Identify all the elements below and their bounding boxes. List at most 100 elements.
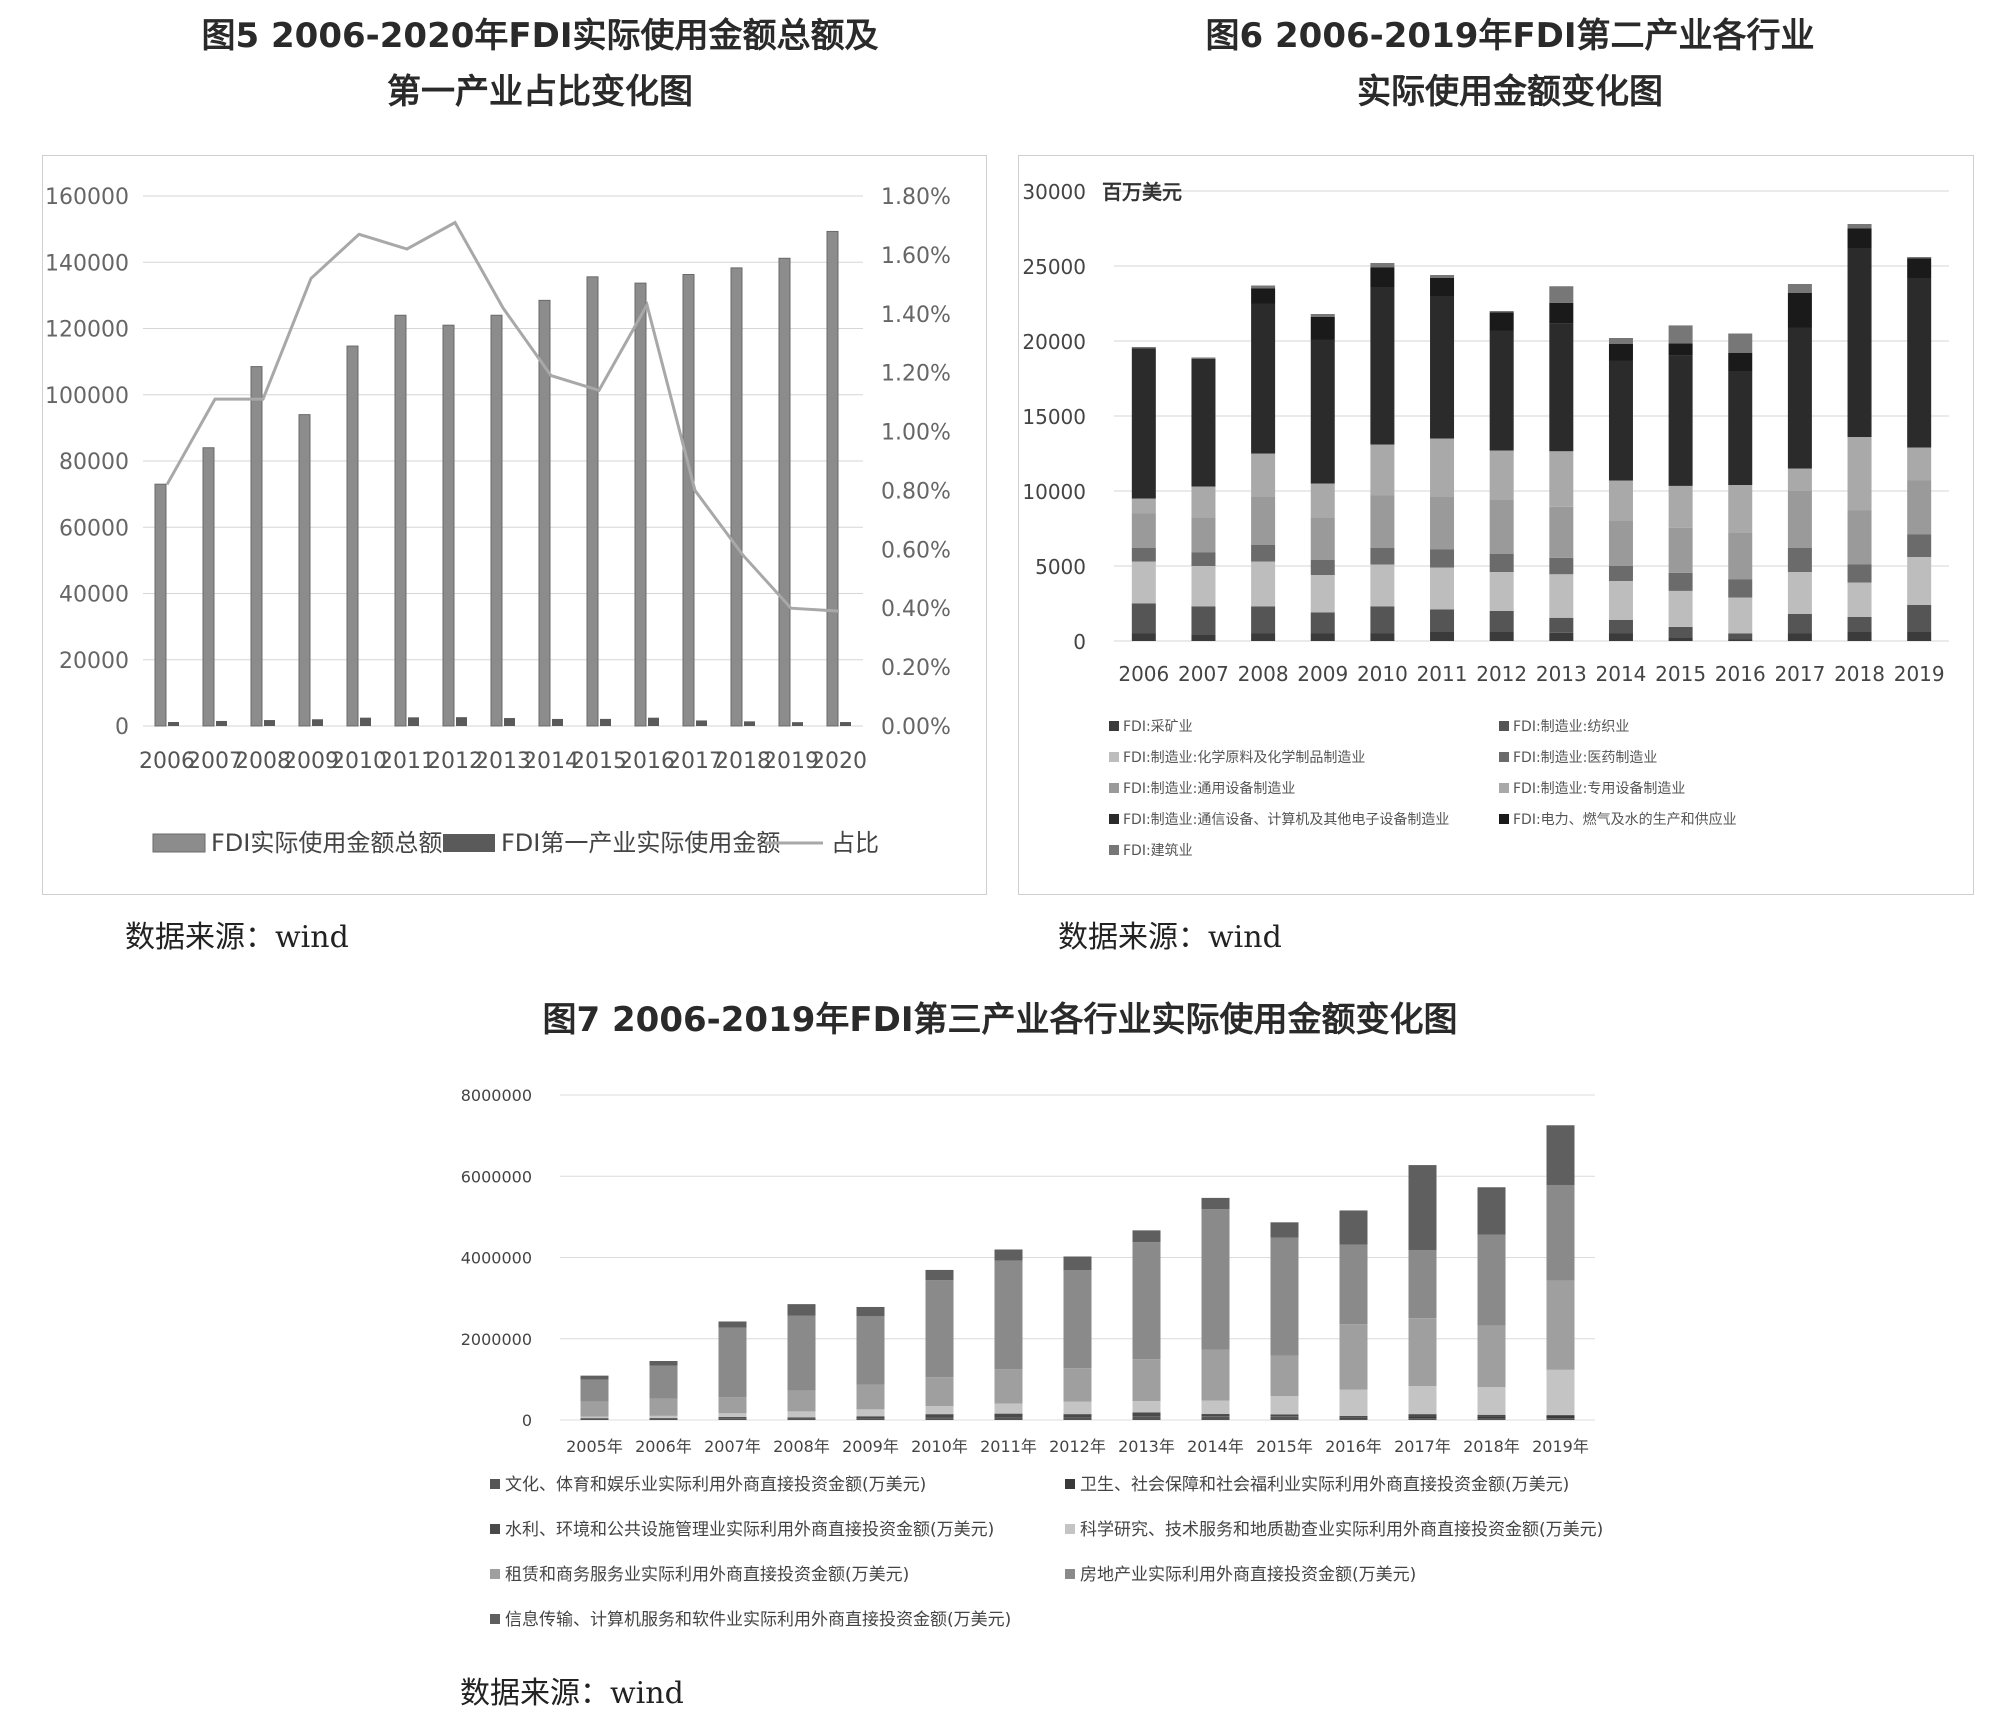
bar-segment	[1311, 518, 1335, 560]
bar-segment	[1311, 575, 1335, 613]
bar-segment	[995, 1369, 1023, 1403]
y-tick-label: 120000	[45, 318, 129, 343]
bar-segment	[1271, 1238, 1299, 1356]
bar-segment	[1490, 632, 1514, 641]
legend-swatch	[1065, 1479, 1075, 1489]
bar-segment	[1202, 1209, 1230, 1350]
bar-segment	[1848, 437, 1872, 511]
bar-segment	[1133, 1401, 1161, 1412]
y2-tick-label: 1.20%	[881, 362, 951, 387]
bar-segment	[788, 1316, 816, 1391]
bar-segment	[1490, 554, 1514, 572]
y-tick-label: 25000	[1022, 255, 1086, 279]
bar-segment	[1191, 553, 1215, 567]
bar-segment	[650, 1419, 678, 1420]
bar-segment	[1669, 343, 1693, 355]
unit-label: 百万美元	[1102, 180, 1182, 204]
bar-segment	[1490, 331, 1514, 451]
chart-title: 图6 2006-2019年FDI第二产业各行业 实际使用金额变化图	[1060, 8, 1960, 120]
bar	[827, 231, 838, 726]
bar-segment	[1907, 259, 1931, 279]
bar	[347, 346, 358, 726]
bar-segment	[581, 1419, 609, 1420]
bar-segment	[1547, 1370, 1575, 1415]
bar-segment	[1549, 618, 1573, 633]
y2-tick-label: 0.20%	[881, 656, 951, 681]
y2-tick-label: 1.60%	[881, 244, 951, 269]
bar-segment	[1430, 278, 1454, 296]
bar-segment	[1370, 445, 1394, 496]
bar-segment	[1430, 497, 1454, 550]
bar-segment	[1728, 634, 1752, 640]
bar-segment	[1191, 635, 1215, 641]
y2-tick-label: 1.00%	[881, 421, 951, 446]
x-tick-label: 2018年	[1463, 1437, 1520, 1456]
y-tick-label: 100000	[45, 384, 129, 409]
bar	[600, 719, 611, 726]
bar-segment	[1478, 1387, 1506, 1415]
legend-swatch	[1499, 814, 1509, 824]
bar-segment	[1788, 614, 1812, 634]
bar-segment	[1370, 287, 1394, 445]
legend-swatch	[1109, 845, 1119, 855]
chart-title: 图5 2006-2020年FDI实际使用金额总额及 第一产业占比变化图	[60, 8, 1020, 120]
bar-segment	[1409, 1165, 1437, 1250]
bar-segment	[995, 1249, 1023, 1260]
legend-label: 水利、环境和公共设施管理业实际利用外商直接投资金额(万美元)	[505, 1520, 994, 1540]
bar	[360, 718, 371, 726]
bar-segment	[1251, 634, 1275, 642]
bar-segment	[1251, 289, 1275, 304]
legend-label: 占比	[831, 829, 879, 857]
x-tick-label: 2015	[1655, 662, 1706, 686]
legend-swatch	[1109, 721, 1119, 731]
data-source-note: 数据来源：wind	[1058, 912, 1282, 956]
x-tick-label: 2017	[1774, 662, 1825, 686]
bar-segment	[1609, 361, 1633, 481]
y2-tick-label: 1.80%	[881, 185, 951, 210]
bar-segment	[1547, 1280, 1575, 1369]
bar-segment	[1133, 1242, 1161, 1359]
legend-label: FDI:制造业:通用设备制造业	[1123, 780, 1295, 797]
bar-segment	[1848, 224, 1872, 229]
bar-segment	[1547, 1185, 1575, 1280]
bar-segment	[1132, 347, 1156, 349]
bar-segment	[1202, 1417, 1230, 1420]
x-tick-label: 2012年	[1049, 1437, 1106, 1456]
bar-segment	[1370, 634, 1394, 642]
bar	[443, 325, 454, 726]
bar-segment	[857, 1416, 885, 1418]
bar-segment	[1340, 1324, 1368, 1389]
bar	[792, 722, 803, 726]
bar-segment	[788, 1419, 816, 1420]
bar-segment	[719, 1321, 747, 1327]
legend-label: FDI:建筑业	[1123, 843, 1193, 859]
bar-segment	[1490, 451, 1514, 501]
legend-swatch	[1499, 752, 1509, 762]
bar-segment	[1064, 1256, 1092, 1270]
bar	[731, 268, 742, 726]
bar-segment	[1728, 580, 1752, 598]
bar-segment	[1549, 324, 1573, 452]
y-tick-label: 0	[522, 1411, 532, 1430]
bar-segment	[1478, 1415, 1506, 1417]
legend-swatch	[1109, 814, 1119, 824]
y-tick-label: 4000000	[461, 1249, 532, 1268]
bar	[744, 721, 755, 726]
bar	[264, 720, 275, 726]
x-tick-label: 2018	[1834, 662, 1885, 686]
bar-segment	[1490, 311, 1514, 313]
bar-segment	[995, 1417, 1023, 1420]
bar-segment	[1669, 627, 1693, 638]
bar	[251, 367, 262, 726]
bar-segment	[1609, 581, 1633, 620]
bar-segment	[1728, 533, 1752, 580]
bar-segment	[857, 1307, 885, 1316]
legend-swatch	[1499, 721, 1509, 731]
bar-segment	[1132, 349, 1156, 499]
bar-segment	[1549, 633, 1573, 641]
legend-swatch	[490, 1524, 500, 1534]
y2-tick-label: 0.60%	[881, 538, 951, 563]
data-source-note: 数据来源：wind	[460, 1668, 684, 1712]
